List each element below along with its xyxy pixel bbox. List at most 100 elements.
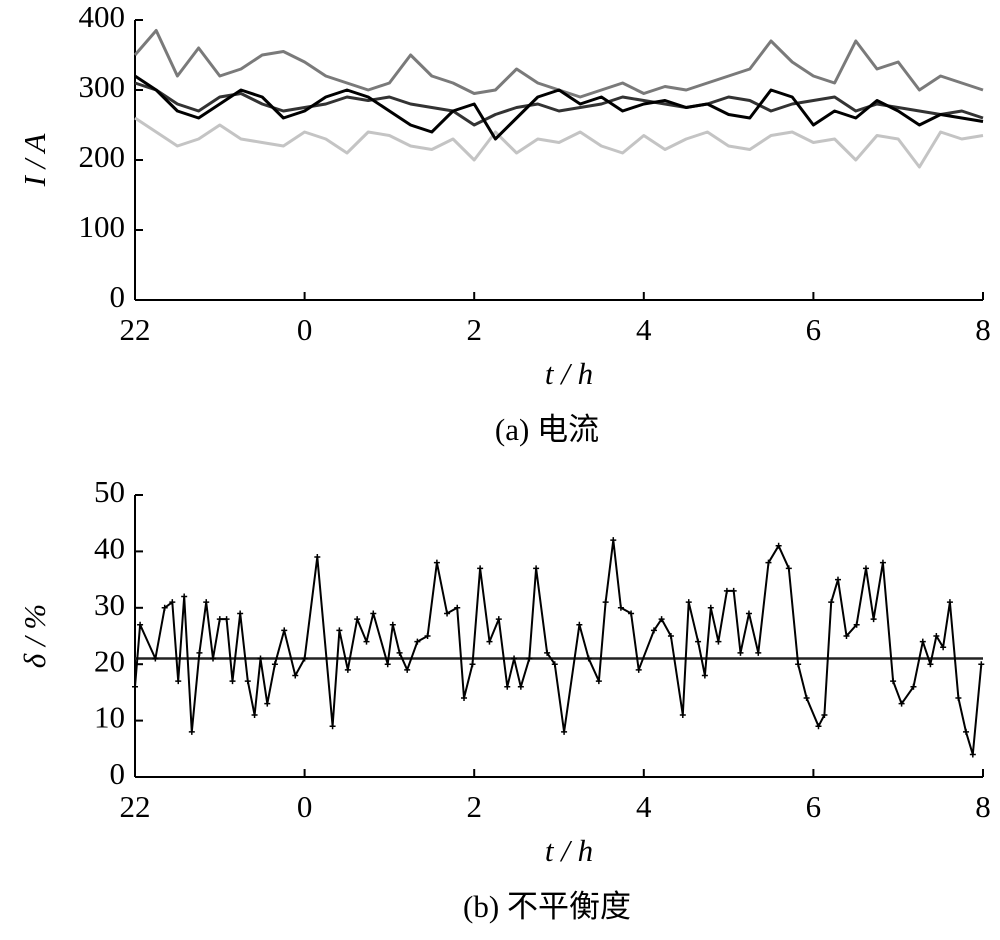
point-marker (585, 655, 592, 662)
point-marker (196, 649, 203, 656)
point-marker (433, 559, 440, 566)
point-marker (175, 678, 182, 685)
point-marker (940, 644, 947, 651)
point-marker (251, 711, 258, 718)
point-marker (161, 604, 168, 611)
y-tick-label: 30 (94, 587, 125, 622)
y-tick-label: 50 (94, 474, 125, 509)
y-tick-label: 200 (79, 139, 126, 174)
point-marker (477, 565, 484, 572)
point-marker (517, 683, 524, 690)
point-marker (635, 666, 642, 673)
point-marker (469, 661, 476, 668)
point-marker (628, 610, 635, 617)
point-marker (137, 621, 144, 628)
point-marker (853, 621, 860, 628)
point-marker (969, 751, 976, 758)
point-marker (363, 638, 370, 645)
y-tick-label: 20 (94, 643, 125, 678)
point-marker (595, 678, 602, 685)
x-axis-label: t / h (545, 356, 593, 391)
point-marker (533, 565, 540, 572)
point-marker (695, 638, 702, 645)
point-marker (963, 728, 970, 735)
point-marker (257, 655, 264, 662)
point-marker (344, 666, 351, 673)
x-tick-label: 4 (636, 312, 652, 347)
point-marker (444, 610, 451, 617)
point-marker (730, 587, 737, 594)
point-marker (667, 633, 674, 639)
y-tick-label: 40 (94, 531, 125, 566)
point-marker (181, 593, 188, 600)
point-marker (775, 542, 782, 549)
x-tick-label: 2 (466, 312, 482, 347)
x-tick-label: 6 (806, 312, 822, 347)
x-tick-label: 8 (975, 312, 991, 347)
point-marker (152, 655, 159, 662)
point-marker (414, 638, 421, 645)
point-marker (281, 627, 288, 634)
point-marker (843, 633, 850, 639)
point-marker (785, 565, 792, 572)
x-tick-label: 0 (297, 312, 313, 347)
point-marker (223, 616, 230, 623)
point-marker (486, 638, 493, 645)
point-marker (834, 576, 841, 583)
point-marker (210, 655, 217, 662)
y-axis-label: I / A (17, 133, 52, 188)
point-marker (803, 695, 810, 702)
point-marker (561, 728, 568, 735)
x-axis-label: t / h (545, 833, 593, 868)
point-marker (679, 711, 686, 718)
point-marker (927, 661, 934, 668)
point-marker (978, 661, 985, 668)
point-marker (544, 649, 551, 656)
point-marker (946, 599, 953, 606)
point-marker (551, 661, 558, 668)
point-marker (765, 559, 772, 566)
point-marker (271, 661, 278, 668)
point-marker (424, 633, 431, 639)
point-marker (132, 683, 138, 690)
point-marker (919, 638, 926, 645)
point-marker (389, 621, 396, 628)
x-tick-label: 4 (636, 789, 652, 824)
point-marker (354, 616, 361, 623)
point-marker (870, 616, 877, 623)
point-marker (745, 610, 752, 617)
y-tick-label: 0 (110, 279, 126, 314)
series-line (134, 74, 984, 141)
point-marker (828, 599, 835, 606)
point-marker (715, 638, 722, 645)
y-tick-label: 300 (79, 69, 126, 104)
point-marker (314, 554, 321, 561)
y-tick-label: 10 (94, 700, 125, 735)
point-marker (229, 678, 236, 685)
point-marker (576, 621, 583, 628)
caption: (a) 电流 (495, 412, 599, 447)
point-marker (685, 599, 692, 606)
point-marker (244, 678, 251, 685)
point-marker (169, 599, 176, 606)
point-marker (821, 711, 828, 718)
y-tick-label: 0 (110, 756, 126, 791)
caption: (b) 不平衡度 (463, 889, 631, 924)
x-tick-label: 8 (975, 789, 991, 824)
series-line (134, 539, 983, 756)
x-tick-label: 22 (120, 789, 151, 824)
point-marker (602, 599, 609, 606)
point-marker (454, 604, 461, 611)
point-marker (879, 559, 886, 566)
point-marker (795, 661, 802, 668)
point-marker (511, 655, 518, 662)
point-marker (658, 616, 665, 623)
y-tick-label: 100 (79, 209, 126, 244)
point-marker (737, 649, 744, 656)
x-tick-label: 0 (297, 789, 313, 824)
point-marker (404, 666, 411, 673)
point-marker (292, 672, 299, 679)
series-line (134, 116, 984, 169)
point-marker (898, 700, 905, 707)
